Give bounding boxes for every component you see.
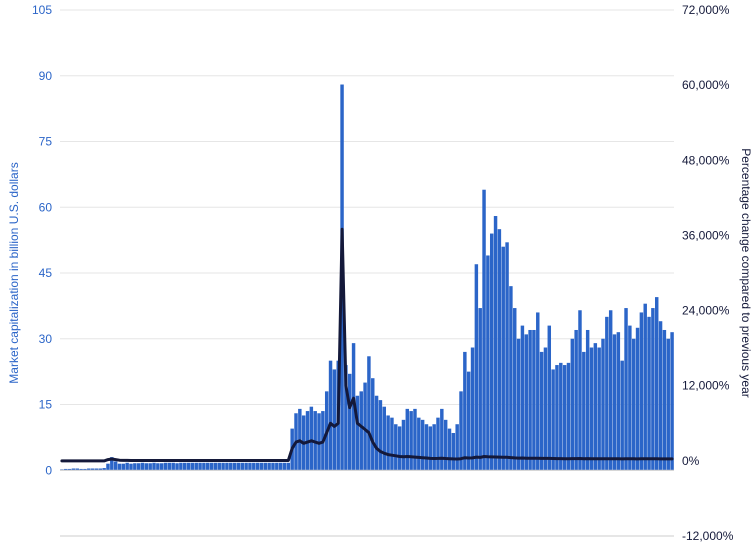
right-tick-label: 24,000% <box>682 304 730 318</box>
left-tick-label: 45 <box>39 266 53 280</box>
right-axis-label: Percentage change compared to previous y… <box>739 148 753 398</box>
right-tick-label: 60,000% <box>682 78 730 92</box>
left-tick-label: 60 <box>39 200 53 214</box>
left-tick-label: 0 <box>45 463 52 477</box>
right-tick-label: 36,000% <box>682 228 730 242</box>
chart-container: 0 15 30 45 60 75 90 105 -12,000% 0% 12,000% 24,000%… <box>0 0 754 560</box>
right-tick-label: -12,000% <box>682 529 734 543</box>
right-tick-label: 0% <box>682 454 700 468</box>
combo-chart: 0 15 30 45 60 75 90 105 -12,000% 0% 12,000% 24,000%… <box>0 0 754 560</box>
left-axis-label: Market capitalization in billion U.S. do… <box>7 162 21 383</box>
left-tick-label: 105 <box>32 3 52 17</box>
left-tick-label: 90 <box>39 69 53 83</box>
right-tick-label: 12,000% <box>682 379 730 393</box>
left-tick-label: 75 <box>39 135 53 149</box>
right-tick-label: 48,000% <box>682 153 730 167</box>
left-tick-label: 30 <box>39 332 53 346</box>
left-tick-label: 15 <box>39 398 53 412</box>
right-tick-label: 72,000% <box>682 3 730 17</box>
